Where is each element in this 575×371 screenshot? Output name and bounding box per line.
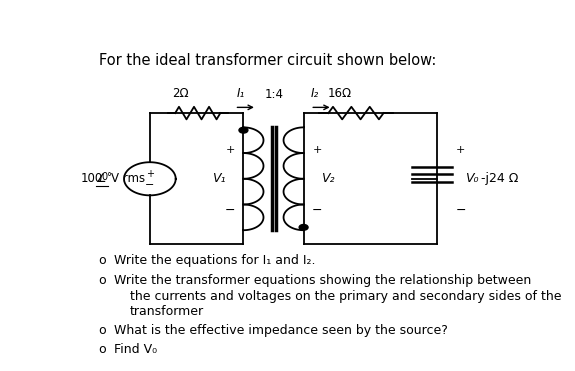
Text: Write the equations for I₁ and I₂.: Write the equations for I₁ and I₂.: [114, 255, 316, 267]
Text: -j24 Ω: -j24 Ω: [481, 172, 518, 185]
Text: +: +: [456, 145, 466, 155]
Text: transformer: transformer: [130, 305, 204, 318]
Text: +: +: [146, 169, 154, 179]
Text: What is the effective impedance seen by the source?: What is the effective impedance seen by …: [114, 324, 448, 337]
Circle shape: [239, 127, 248, 133]
Text: −: −: [455, 204, 466, 217]
Text: V rms: V rms: [111, 172, 145, 185]
Text: 16Ω: 16Ω: [328, 87, 352, 100]
Text: o: o: [99, 343, 106, 356]
Text: V₂: V₂: [321, 172, 335, 185]
Text: For the ideal transformer circuit shown below:: For the ideal transformer circuit shown …: [99, 53, 436, 68]
Text: −: −: [145, 180, 155, 190]
Text: −: −: [312, 204, 322, 217]
Text: o: o: [99, 274, 106, 287]
Text: Write the transformer equations showing the relationship between: Write the transformer equations showing …: [114, 274, 531, 287]
Text: 100: 100: [81, 172, 103, 185]
Circle shape: [299, 224, 308, 230]
Text: the currents and voltages on the primary and secondary sides of the: the currents and voltages on the primary…: [130, 290, 561, 303]
Text: V₀: V₀: [465, 172, 479, 185]
Text: I₂: I₂: [311, 87, 320, 100]
Text: o: o: [99, 255, 106, 267]
Text: 1:4: 1:4: [264, 88, 283, 101]
Text: 2Ω: 2Ω: [172, 87, 189, 100]
Text: +: +: [312, 145, 321, 155]
Text: 0°: 0°: [102, 173, 113, 183]
Text: ∠: ∠: [97, 172, 107, 185]
Text: +: +: [225, 145, 235, 155]
Text: I₁: I₁: [237, 87, 245, 100]
Text: o: o: [99, 324, 106, 337]
Text: V₁: V₁: [212, 172, 225, 185]
Text: −: −: [225, 204, 235, 217]
Text: Find V₀: Find V₀: [114, 343, 157, 356]
